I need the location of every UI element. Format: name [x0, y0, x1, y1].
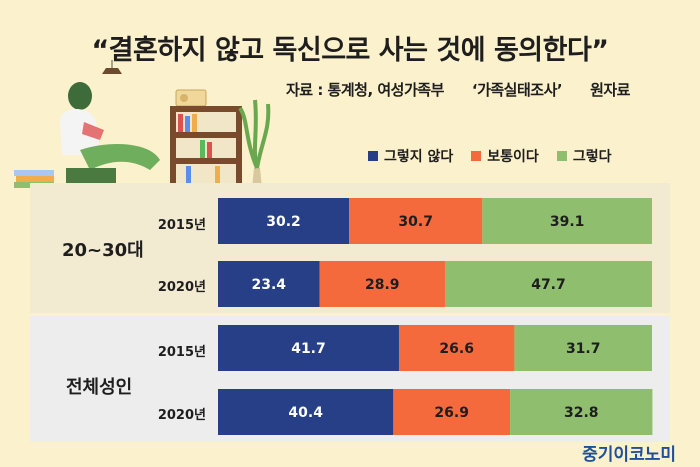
legend-item-disagree: 그렇지 않다 [368, 146, 453, 166]
group-label-all-adults: 전체성인 [66, 377, 133, 398]
row-label-all-adults-2015: 2015년 [157, 345, 206, 360]
bar-20s-30s-2020-neutral [319, 261, 445, 307]
legend-label-agree: 그렇다 [572, 149, 612, 165]
data-label-20s-30s-2015-neutral: 30.7 [398, 214, 433, 230]
legend-swatch-disagree [368, 151, 378, 161]
data-label-all-adults-2020-disagree: 40.4 [288, 405, 323, 421]
data-label-all-adults-2015-disagree: 41.7 [291, 341, 326, 357]
row-label-20s-30s-2015: 2015년 [157, 218, 206, 233]
data-label-all-adults-2020-agree: 32.8 [564, 405, 599, 421]
data-label-all-adults-2020-neutral: 26.9 [434, 405, 469, 421]
bar-all-adults-2015-disagree [218, 325, 399, 371]
data-label-20s-30s-2020-agree: 47.7 [531, 277, 566, 293]
bar-20s-30s-2020-agree [444, 261, 652, 307]
legend-item-agree: 그렇다 [556, 146, 612, 166]
bar-all-adults-2020-agree [510, 389, 653, 435]
reading-woman-illustration [14, 60, 271, 188]
data-label-20s-30s-2020-neutral: 28.9 [365, 277, 400, 293]
source-suffix: 원자료 [590, 81, 630, 99]
legend-swatch-neutral [471, 151, 482, 161]
legend-item-neutral: 보통이다 [471, 146, 539, 166]
row-label-20s-30s-2020: 2020년 [157, 280, 206, 295]
legend-swatch-agree [556, 151, 567, 161]
data-label-20s-30s-2015-disagree: 30.2 [266, 214, 301, 230]
chart-legend: 그렇지 않다 보통이다 그렇다 [368, 146, 611, 166]
bar-20s-30s-2015-disagree [218, 198, 350, 244]
source-note: 자료 : 통계청, 여성가족부 ‘가족실태조사’ 원자료 [286, 79, 630, 100]
row-label-all-adults-2020: 2020년 [157, 408, 206, 423]
legend-label-disagree: 그렇지 않다 [384, 149, 454, 165]
data-label-all-adults-2015-neutral: 26.6 [439, 341, 474, 357]
group-label-20s-30s: 20~30대 [62, 240, 144, 261]
bar-all-adults-2020-neutral [393, 389, 511, 435]
data-label-all-adults-2015-agree: 31.7 [566, 341, 601, 357]
bar-20s-30s-2015-agree [482, 198, 652, 244]
bar-20s-30s-2020-disagree [218, 261, 320, 307]
bar-20s-30s-2015-neutral [349, 198, 483, 244]
source-survey: ‘가족실태조사’ [471, 81, 563, 99]
source-prefix: 자료 : 통계청, 여성가족부 [286, 81, 444, 99]
bar-all-adults-2015-neutral [398, 325, 515, 371]
brand-logo: 중기이코노미 [582, 445, 676, 465]
legend-label-neutral: 보통이다 [487, 149, 539, 165]
data-label-20s-30s-2020-disagree: 23.4 [252, 277, 287, 293]
bar-all-adults-2015-agree [514, 325, 652, 371]
bar-all-adults-2020-disagree [218, 389, 394, 435]
data-label-20s-30s-2015-agree: 39.1 [550, 214, 585, 230]
chart-title: “결혼하지 않고 독신으로 사는 것에 동의한다” [91, 35, 609, 66]
